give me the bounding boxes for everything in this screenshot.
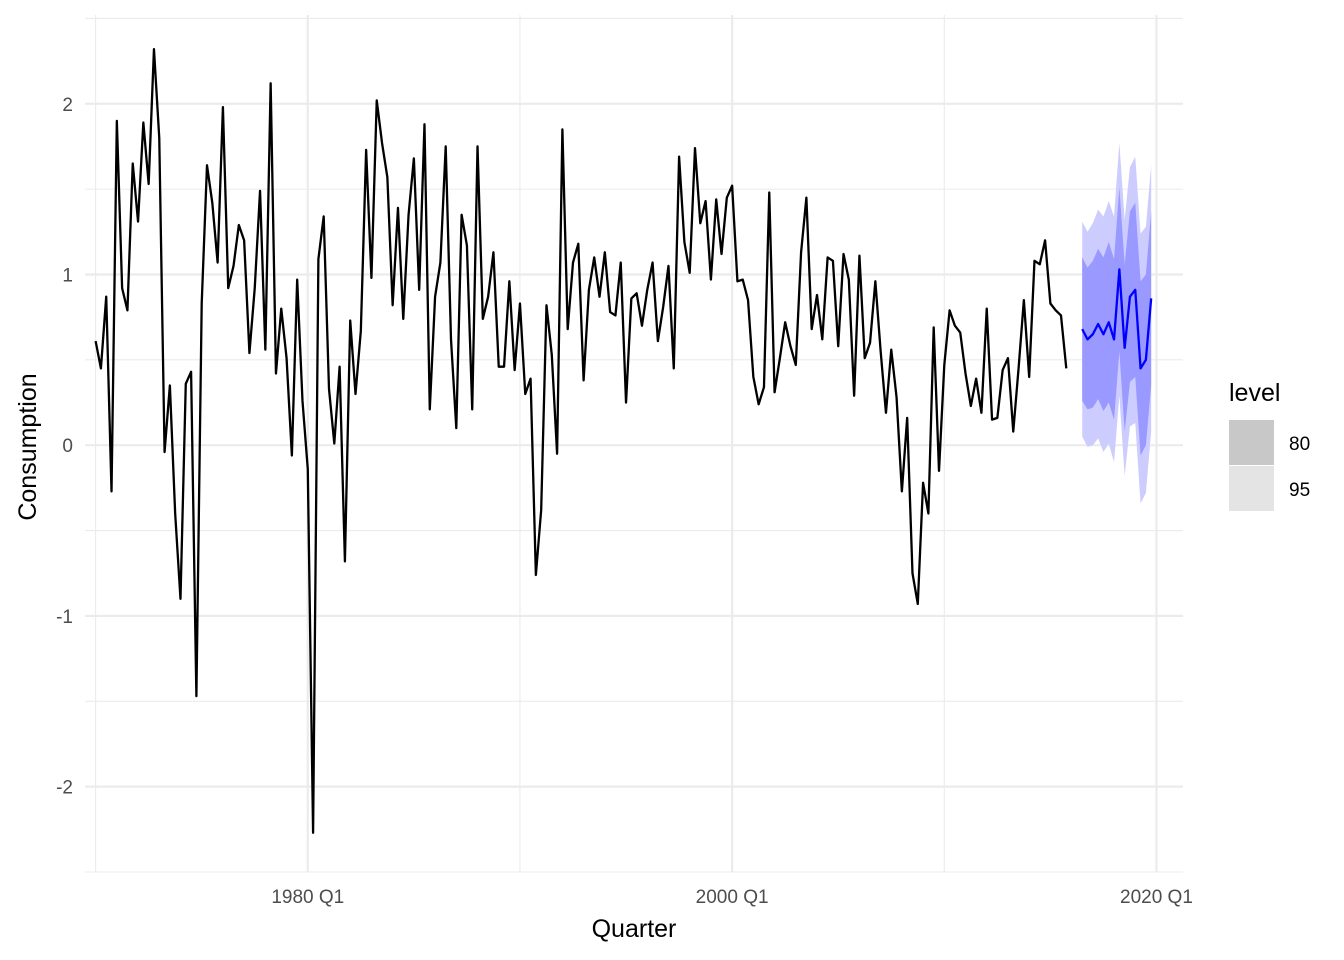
x-tick-label: 1980 Q1 — [271, 887, 344, 908]
legend-key-95 — [1229, 466, 1274, 511]
forecast-line — [1081, 268, 1153, 370]
y-tick-label: 2 — [62, 95, 73, 116]
x-tick-label: 2000 Q1 — [696, 887, 769, 908]
forecast-intervals — [1082, 143, 1152, 504]
x-tick-labels: 1980 Q1 2000 Q1 2020 Q1 — [271, 887, 1193, 908]
x-axis-title: Quarter — [592, 915, 677, 943]
y-tick-label: -2 — [56, 778, 73, 799]
grid-major-x — [306, 15, 1158, 872]
history-line — [94, 47, 1068, 834]
legend-key-80 — [1229, 420, 1274, 465]
y-tick-label: -1 — [56, 607, 73, 628]
x-tick-label: 2020 Q1 — [1120, 887, 1193, 908]
series-lines — [94, 47, 1153, 834]
y-tick-labels: -2 -1 0 1 2 — [56, 95, 73, 799]
y-axis-title: Consumption — [14, 373, 42, 520]
y-tick-label: 1 — [62, 265, 73, 286]
legend-title: level — [1229, 379, 1280, 407]
legend: level 80 95 — [1229, 379, 1310, 511]
grid-major-y — [85, 102, 1183, 788]
y-tick-label: 0 — [62, 436, 73, 457]
grid-minor-x — [95, 15, 945, 872]
legend-label-80: 80 — [1289, 434, 1310, 455]
legend-label-95: 95 — [1289, 480, 1310, 501]
band-80 — [1082, 187, 1152, 456]
